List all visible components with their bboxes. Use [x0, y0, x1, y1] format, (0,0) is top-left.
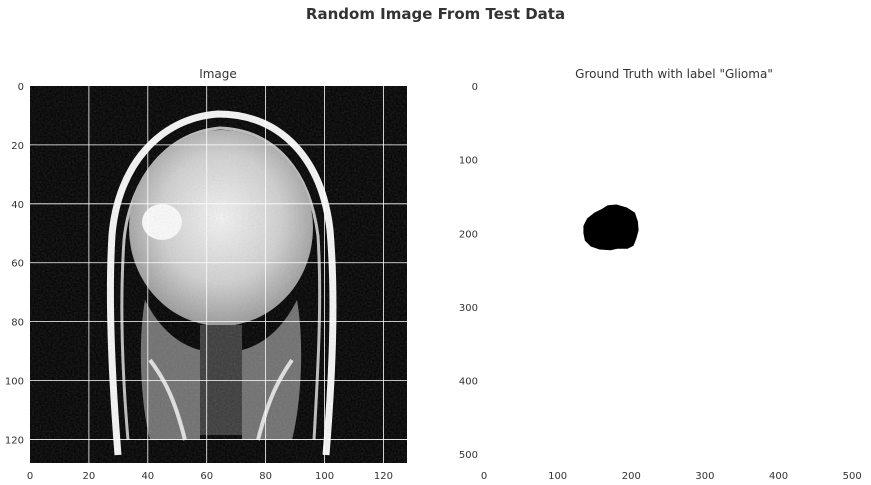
- y-tick-label: 300: [459, 303, 478, 314]
- mask-y-axis: 0 100 200 300 400 500: [459, 82, 478, 461]
- y-tick-label: 80: [11, 318, 24, 329]
- mri-noise-texture: [30, 86, 407, 463]
- x-tick-label: 100: [315, 471, 334, 482]
- x-tick-label: 120: [374, 471, 393, 482]
- x-tick-label: 300: [695, 471, 714, 482]
- x-tick-label: 0: [27, 471, 33, 482]
- x-tick-label: 200: [622, 471, 641, 482]
- mri-brain-image: [30, 86, 407, 463]
- x-tick-label: 60: [200, 471, 213, 482]
- x-tick-label: 500: [843, 471, 862, 482]
- ground-truth-title: Ground Truth with label "Glioma": [575, 67, 773, 81]
- x-tick-label: 20: [83, 471, 96, 482]
- mask-background: [484, 86, 861, 463]
- y-tick-label: 400: [459, 377, 478, 388]
- y-tick-label: 200: [459, 229, 478, 240]
- x-tick-label: 80: [259, 471, 272, 482]
- y-tick-label: 100: [459, 156, 478, 167]
- image-gridlines: [30, 86, 407, 463]
- image-panel-title: Image: [199, 67, 237, 81]
- y-tick-label: 60: [11, 259, 24, 270]
- y-tick-label: 120: [5, 435, 24, 446]
- y-tick-label: 500: [459, 450, 478, 461]
- y-tick-label: 100: [5, 377, 24, 388]
- x-tick-label: 0: [481, 471, 487, 482]
- y-tick-label: 40: [11, 200, 24, 211]
- mask-x-axis: 0 100 200 300 400 500: [481, 471, 862, 482]
- image-y-axis: 0 20 40 60 80 100 120: [5, 82, 24, 446]
- y-tick-label: 20: [11, 141, 24, 152]
- y-tick-label: 0: [18, 82, 24, 93]
- x-tick-label: 100: [548, 471, 567, 482]
- figure-title: Random Image From Test Data: [305, 5, 566, 23]
- mri-image-panel: Image 0 20 40 60 80 100 120 0 20 40 60 80 100 120: [5, 67, 407, 482]
- image-x-axis: 0 20 40 60 80 100 120: [27, 471, 393, 482]
- tumor-mask: [583, 204, 639, 251]
- ground-truth-panel: Ground Truth with label "Glioma" 0 100 200…: [459, 67, 862, 482]
- x-tick-label: 400: [769, 471, 788, 482]
- x-tick-label: 40: [141, 471, 154, 482]
- y-tick-label: 0: [472, 82, 478, 93]
